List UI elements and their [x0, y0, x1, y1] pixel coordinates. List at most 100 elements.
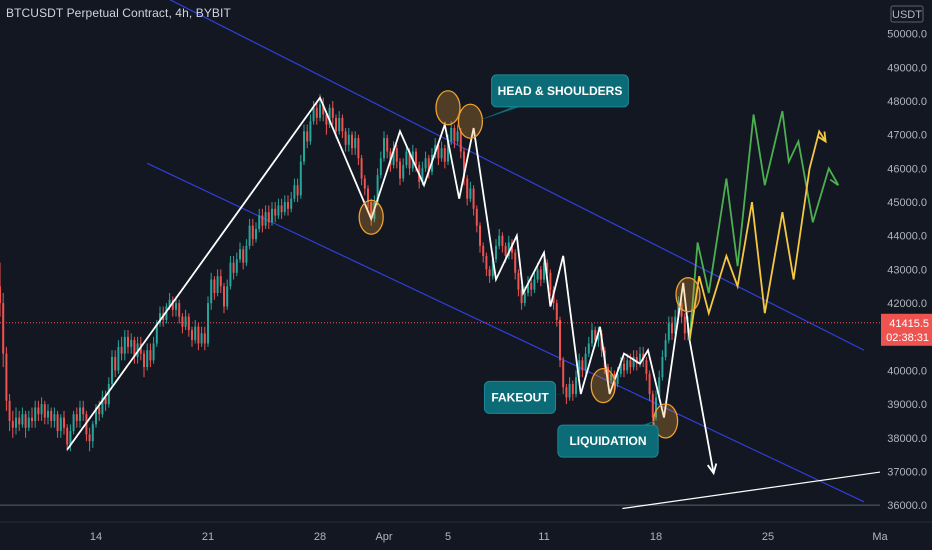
- candle[interactable]: [610, 367, 613, 384]
- candle[interactable]: [8, 394, 11, 432]
- candle[interactable]: [443, 144, 446, 169]
- candle[interactable]: [587, 336, 590, 357]
- candle[interactable]: [309, 114, 312, 145]
- candle[interactable]: [591, 323, 593, 347]
- candle[interactable]: [533, 272, 536, 293]
- candle[interactable]: [56, 410, 59, 438]
- candle[interactable]: [261, 208, 264, 233]
- candle[interactable]: [655, 390, 657, 421]
- candle[interactable]: [427, 154, 430, 179]
- candle[interactable]: [152, 336, 155, 364]
- candle[interactable]: [287, 195, 289, 216]
- candle[interactable]: [379, 151, 382, 179]
- candle[interactable]: [331, 101, 334, 125]
- candle[interactable]: [123, 330, 126, 361]
- candle[interactable]: [581, 356, 584, 378]
- candle[interactable]: [53, 407, 56, 428]
- price-axis[interactable]: USDT 50000.0 49000.0 48000.0 47000.0 46000.0 4…: [880, 0, 932, 550]
- candle[interactable]: [216, 269, 219, 297]
- candle[interactable]: [482, 242, 485, 263]
- candle[interactable]: [203, 326, 206, 351]
- candle[interactable]: [229, 255, 232, 290]
- pattern-circle[interactable]: [590, 367, 616, 404]
- candle[interactable]: [338, 111, 341, 135]
- candle[interactable]: [219, 269, 222, 293]
- candle[interactable]: [664, 333, 667, 361]
- candle[interactable]: [159, 306, 161, 327]
- candle[interactable]: [495, 239, 497, 263]
- candle[interactable]: [0, 262, 1, 317]
- candle[interactable]: [130, 333, 133, 354]
- candle[interactable]: [671, 316, 673, 341]
- candle[interactable]: [50, 407, 53, 428]
- candle[interactable]: [207, 296, 209, 347]
- candle[interactable]: [341, 114, 344, 139]
- channel-line-1[interactable]: [146, 162, 865, 503]
- candle[interactable]: [498, 229, 501, 250]
- candle[interactable]: [661, 350, 664, 381]
- candle[interactable]: [667, 316, 670, 344]
- candle[interactable]: [312, 101, 315, 125]
- currency-badge[interactable]: USDT: [890, 5, 924, 23]
- candle[interactable]: [280, 198, 283, 219]
- candle[interactable]: [18, 410, 21, 432]
- candle[interactable]: [149, 343, 152, 368]
- candle[interactable]: [568, 377, 571, 401]
- candle[interactable]: [539, 266, 542, 287]
- candle[interactable]: [543, 255, 545, 283]
- candle[interactable]: [354, 131, 357, 155]
- candle[interactable]: [520, 286, 523, 310]
- candle[interactable]: [181, 313, 184, 334]
- candle[interactable]: [274, 202, 277, 223]
- channel-line-0[interactable]: [147, 0, 865, 351]
- candle[interactable]: [440, 141, 443, 162]
- candle[interactable]: [82, 400, 85, 421]
- candle[interactable]: [143, 350, 145, 378]
- candle[interactable]: [40, 397, 43, 421]
- candle[interactable]: [43, 400, 46, 425]
- candle[interactable]: [72, 410, 75, 435]
- candle[interactable]: [344, 127, 347, 152]
- candle[interactable]: [383, 131, 385, 162]
- candle[interactable]: [210, 272, 213, 310]
- candle[interactable]: [117, 340, 120, 374]
- candle[interactable]: [386, 134, 389, 159]
- candle[interactable]: [571, 380, 574, 401]
- candle[interactable]: [402, 158, 405, 182]
- candle[interactable]: [475, 205, 478, 233]
- candle[interactable]: [303, 124, 305, 166]
- candle[interactable]: [405, 144, 408, 169]
- candle[interactable]: [133, 336, 136, 364]
- candle[interactable]: [392, 141, 395, 169]
- candle[interactable]: [555, 299, 558, 327]
- candle[interactable]: [322, 97, 325, 122]
- candle[interactable]: [79, 400, 81, 428]
- candle[interactable]: [472, 185, 475, 216]
- callout-liquidation[interactable]: LIQUIDATION: [557, 417, 663, 458]
- candle[interactable]: [271, 202, 273, 226]
- pattern-circle[interactable]: [435, 90, 461, 126]
- candle[interactable]: [104, 390, 107, 411]
- candle[interactable]: [360, 154, 363, 186]
- candle[interactable]: [367, 185, 369, 209]
- candle[interactable]: [27, 410, 30, 432]
- candle[interactable]: [507, 235, 510, 260]
- candle[interactable]: [399, 158, 401, 186]
- candle[interactable]: [626, 353, 629, 374]
- candle[interactable]: [251, 218, 254, 246]
- candle[interactable]: [24, 410, 27, 438]
- candle[interactable]: [248, 218, 251, 250]
- candle[interactable]: [559, 316, 561, 368]
- time-axis[interactable]: 14 21 28 Apr 5 11 18 25 Ma: [0, 521, 932, 550]
- candle[interactable]: [226, 279, 229, 310]
- callout-head-shoulders[interactable]: HEAD & SHOULDERS: [476, 74, 629, 122]
- candle[interactable]: [683, 313, 686, 341]
- candle[interactable]: [296, 178, 299, 203]
- candle[interactable]: [488, 266, 491, 283]
- candle[interactable]: [306, 124, 309, 149]
- candle[interactable]: [146, 343, 149, 371]
- candle[interactable]: [328, 104, 331, 128]
- candle[interactable]: [514, 249, 517, 280]
- candle[interactable]: [242, 245, 245, 270]
- candle[interactable]: [315, 101, 318, 125]
